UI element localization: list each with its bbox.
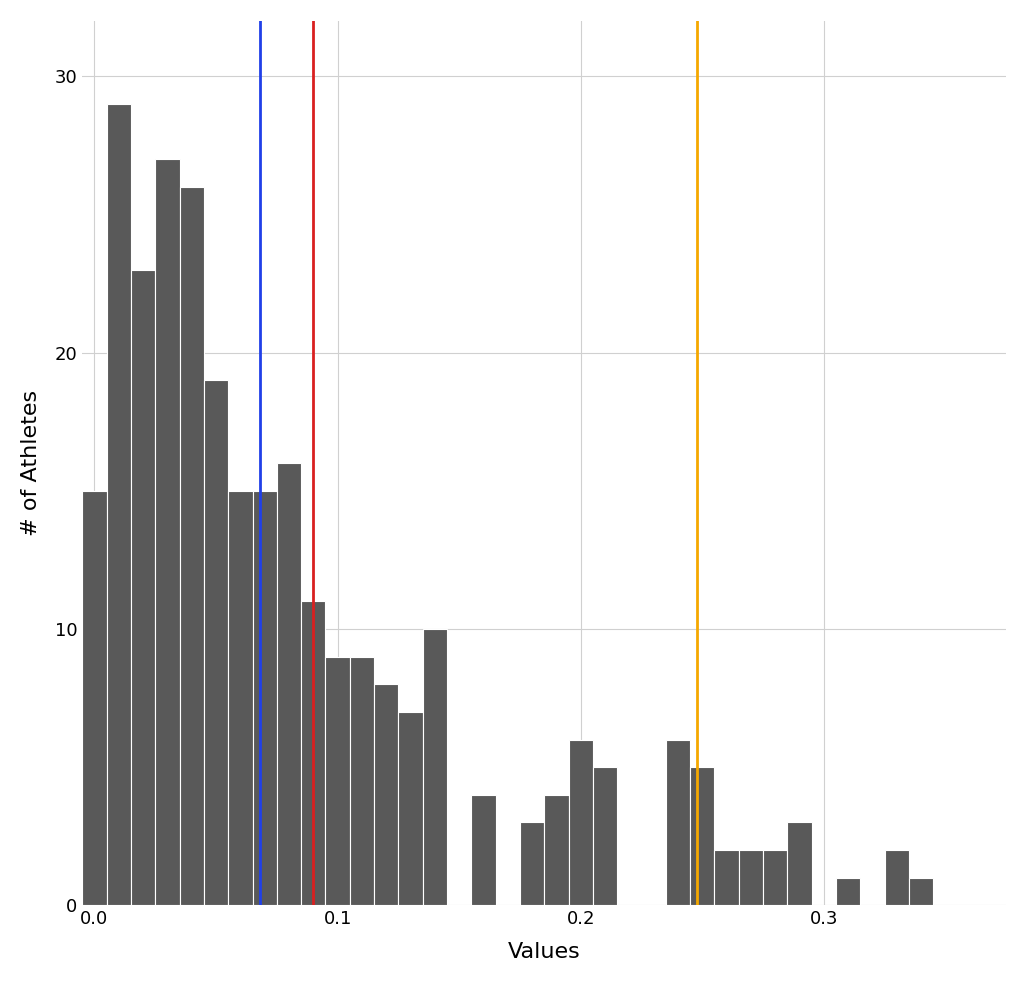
Bar (253, 491, 277, 905)
Bar (180, 187, 204, 905)
Bar (690, 767, 715, 905)
Bar (715, 850, 738, 905)
Bar (665, 739, 690, 905)
Bar (471, 795, 496, 905)
Bar (909, 878, 934, 905)
Bar (520, 823, 544, 905)
Bar (155, 159, 180, 905)
Bar (82, 491, 107, 905)
Bar (398, 712, 423, 905)
Bar (423, 629, 447, 905)
Bar (277, 463, 301, 905)
Bar (131, 269, 155, 905)
Bar (107, 104, 131, 905)
Bar (326, 657, 350, 905)
Bar (569, 739, 593, 905)
Bar (544, 795, 569, 905)
Bar (836, 878, 861, 905)
Bar (350, 657, 374, 905)
Bar (593, 767, 617, 905)
Y-axis label: # of Athletes: # of Athletes (21, 390, 41, 536)
Bar (374, 684, 398, 905)
Bar (763, 850, 788, 905)
Bar (788, 823, 811, 905)
Bar (738, 850, 763, 905)
Bar (204, 380, 228, 905)
Bar (884, 850, 909, 905)
Bar (301, 602, 326, 905)
X-axis label: Values: Values (508, 942, 580, 962)
Bar (228, 491, 253, 905)
